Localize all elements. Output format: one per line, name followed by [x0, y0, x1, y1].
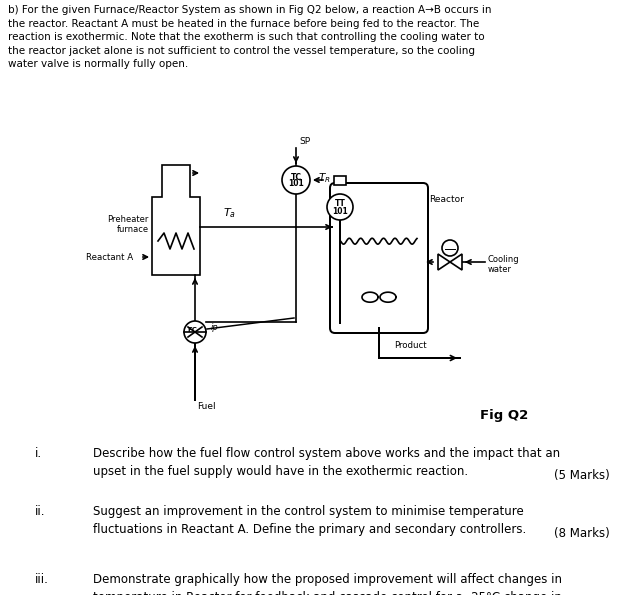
Text: $T_R$: $T_R$ — [318, 171, 330, 185]
Text: Preheater: Preheater — [108, 215, 149, 224]
Polygon shape — [152, 165, 200, 275]
Circle shape — [184, 321, 206, 343]
Circle shape — [327, 194, 353, 220]
Text: ii.: ii. — [35, 505, 46, 518]
Bar — [341, 247, 417, 320]
Bar — [334, 176, 346, 185]
Polygon shape — [450, 254, 462, 270]
Text: b) For the given Furnace/Reactor System as shown in Fig Q2 below, a reaction A→B: b) For the given Furnace/Reactor System … — [8, 5, 492, 70]
Text: TC: TC — [290, 173, 302, 181]
Circle shape — [282, 166, 310, 194]
Polygon shape — [438, 254, 450, 270]
Text: ip: ip — [211, 322, 219, 331]
Text: furnace: furnace — [117, 226, 149, 234]
Text: Reactor: Reactor — [429, 196, 464, 205]
Text: Describe how the fuel flow control system above works and the impact that an
ups: Describe how the fuel flow control syste… — [93, 447, 560, 478]
Text: (5 Marks): (5 Marks) — [554, 469, 610, 482]
FancyBboxPatch shape — [330, 183, 428, 333]
Text: Demonstrate graphically how the proposed improvement will affect changes in
temp: Demonstrate graphically how the proposed… — [93, 573, 562, 595]
Text: 101: 101 — [288, 180, 304, 189]
Text: iii.: iii. — [35, 573, 49, 586]
Text: Reactant A: Reactant A — [86, 252, 133, 261]
Circle shape — [442, 240, 458, 256]
Text: SP: SP — [299, 137, 310, 146]
Text: FC: FC — [187, 327, 197, 333]
Text: Suggest an improvement in the control system to minimise temperature
fluctuation: Suggest an improvement in the control sy… — [93, 505, 526, 536]
Text: 101: 101 — [332, 206, 348, 215]
Text: $T_a$: $T_a$ — [223, 206, 236, 220]
Text: i.: i. — [35, 447, 42, 460]
Text: (8 Marks): (8 Marks) — [554, 527, 610, 540]
Text: water: water — [488, 265, 512, 274]
Text: Product: Product — [394, 342, 426, 350]
Text: Fig Q2: Fig Q2 — [480, 409, 529, 421]
Text: TT: TT — [335, 199, 345, 208]
Text: Cooling: Cooling — [488, 255, 520, 264]
Text: Fuel: Fuel — [197, 402, 216, 411]
